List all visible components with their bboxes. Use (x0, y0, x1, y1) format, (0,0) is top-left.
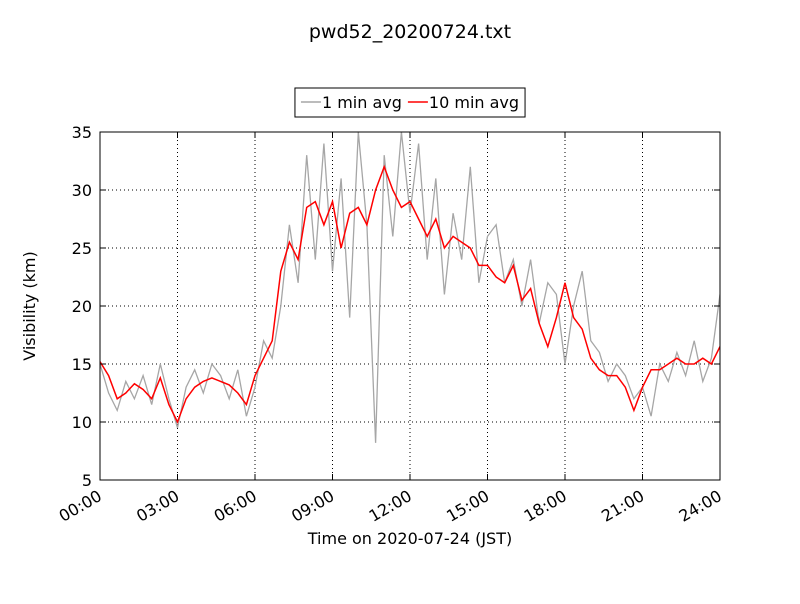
x-axis-label: Time on 2020-07-24 (JST) (307, 529, 512, 548)
legend: 1 min avg 10 min avg (294, 87, 526, 118)
y-tick-label: 25 (72, 239, 92, 258)
y-tick-label: 15 (72, 355, 92, 374)
y-axis-label: Visibility (km) (20, 251, 39, 360)
chart-title: pwd52_20200724.txt (309, 21, 511, 43)
y-tick-label: 30 (72, 181, 92, 200)
y-tick-label: 5 (82, 471, 92, 490)
y-tick-label: 35 (72, 123, 92, 142)
plot-lines (100, 132, 720, 443)
series-line (100, 164, 720, 424)
series-line (100, 132, 720, 443)
y-tick-label: 20 (72, 297, 92, 316)
legend-label: 1 min avg (322, 93, 402, 112)
legend-label: 10 min avg (429, 93, 519, 112)
y-tick-label: 10 (72, 413, 92, 432)
